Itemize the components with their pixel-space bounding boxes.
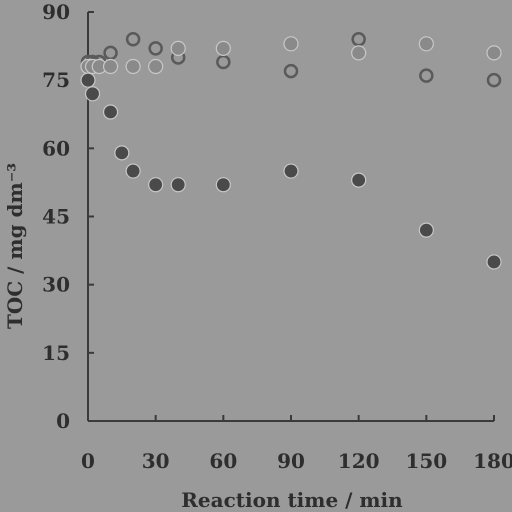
filled-circle-point — [351, 172, 367, 188]
x-axis-title: Reaction time / min — [181, 488, 403, 512]
y-tick-label: 75 — [42, 68, 70, 92]
filled-circle-point — [148, 58, 164, 75]
x-tick-label: 30 — [142, 449, 170, 473]
filled-circle-point — [351, 45, 367, 61]
data-points — [80, 32, 502, 270]
filled-circle-point — [486, 254, 502, 270]
filled-circle-point — [102, 104, 119, 120]
x-tick-label: 0 — [81, 449, 95, 473]
y-axis-title: TOC / mg dm⁻³ — [3, 163, 27, 329]
filled-circle-point — [125, 163, 141, 179]
filled-circle-point — [170, 177, 186, 193]
filled-circle-point — [486, 45, 502, 61]
open-circle-point — [283, 63, 299, 79]
open-circle-point — [351, 32, 366, 47]
open-circle-point — [216, 54, 231, 70]
filled-circle-point — [283, 36, 299, 52]
filled-circle-point — [170, 40, 186, 56]
filled-circle-point — [418, 36, 434, 52]
y-tick-label: 0 — [56, 409, 70, 433]
x-tick-label: 60 — [209, 449, 237, 473]
y-tick-label: 60 — [42, 136, 70, 160]
open-circle-point — [419, 68, 434, 83]
filled-circle-point — [114, 145, 130, 161]
open-circle-point — [148, 41, 163, 56]
y-tick-label: 15 — [42, 341, 70, 365]
filled-circle-point — [148, 177, 164, 193]
filled-circle-point — [80, 72, 96, 88]
open-circle-point — [125, 32, 141, 47]
filled-circle-point — [102, 58, 119, 75]
open-circle-point — [486, 72, 502, 88]
filled-circle-point — [418, 222, 434, 238]
y-tick-label: 30 — [42, 273, 70, 297]
filled-circle-point — [84, 86, 101, 102]
y-tick-label: 90 — [42, 0, 70, 24]
filled-circle-point — [125, 58, 141, 75]
x-tick-label: 180 — [473, 449, 512, 473]
x-tick-label: 90 — [277, 449, 305, 473]
filled-circle-point — [215, 177, 231, 193]
x-tick-label: 150 — [405, 449, 447, 473]
filled-circle-point — [283, 163, 299, 179]
open-circle-point — [103, 45, 118, 61]
x-axis-ticks: 0 30 60 90 120 150 180 — [81, 415, 512, 473]
filled-circle-point — [215, 40, 231, 56]
x-tick-label: 120 — [338, 449, 380, 473]
y-axis-ticks: 0 15 30 45 60 75 90 — [42, 0, 94, 433]
y-tick-label: 45 — [42, 205, 70, 229]
